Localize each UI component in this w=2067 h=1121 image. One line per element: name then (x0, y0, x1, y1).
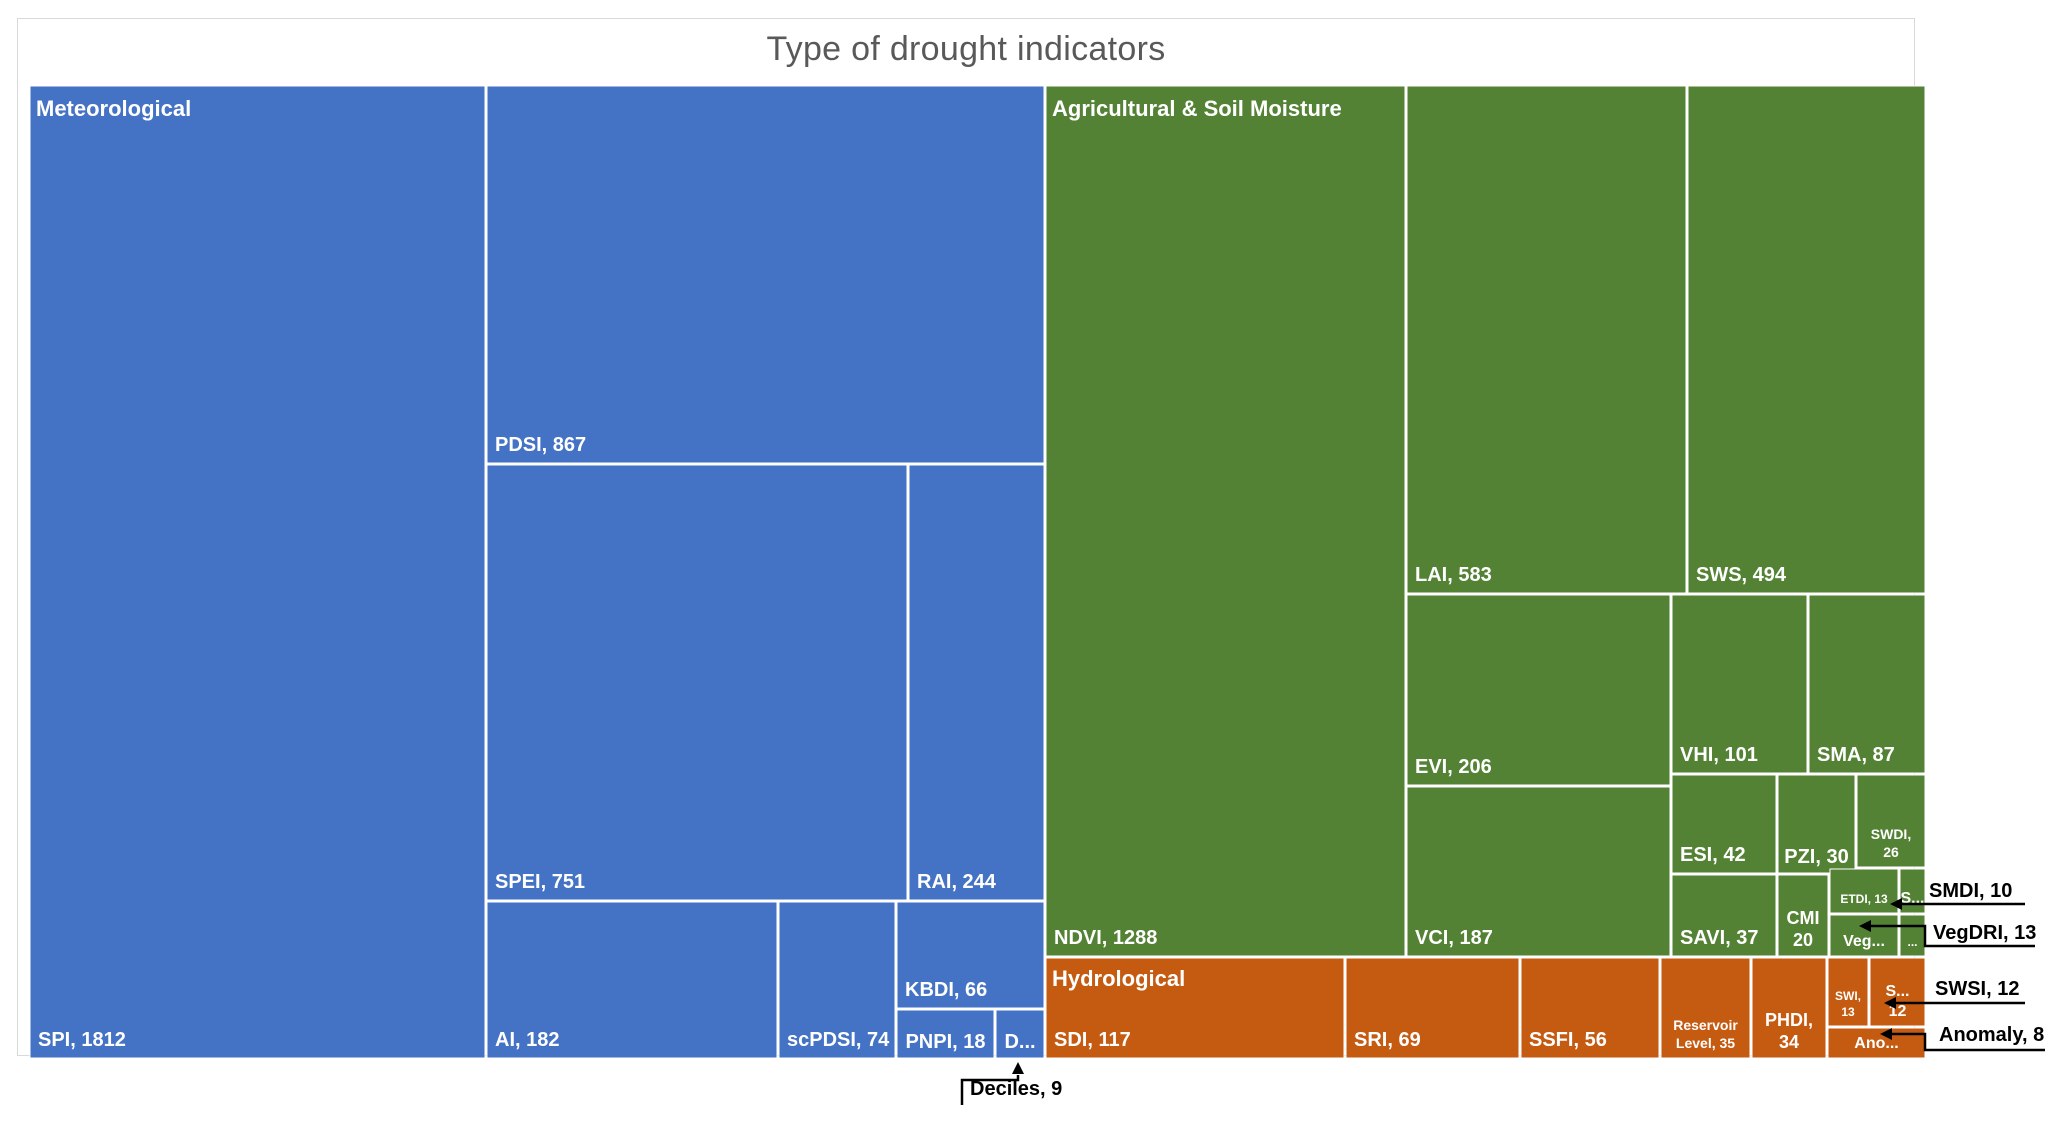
tile-label-ssfi: SSFI, 56 (1529, 1029, 1607, 1051)
tile-label-esi: ESI, 42 (1680, 844, 1746, 866)
tile-label-rai: RAI, 244 (917, 871, 997, 893)
tile-label-unlabeled: ... (1907, 935, 1917, 949)
tile-phdi[interactable] (1751, 957, 1827, 1059)
group-meteorological: SPI, 1812 PDSI, 867 SPEI, 751 RAI, 244 AI, 1… (29, 85, 1045, 1059)
tile-savi[interactable] (1671, 874, 1777, 957)
tile-label-evi: EVI, 206 (1415, 756, 1492, 778)
callout-label-swsi: SWSI, 12 (1935, 978, 2020, 1000)
tile-label-swdi: SWDI, 26 (1871, 826, 1911, 860)
tile-sws[interactable] (1687, 85, 1926, 594)
tile-label-swi: SWI, 13 (1835, 989, 1861, 1019)
callout-label-deciles: Deciles, 9 (970, 1078, 1063, 1100)
tile-label-deciles: D... (1004, 1031, 1035, 1053)
tile-smdi[interactable] (1899, 868, 1926, 914)
tile-label-vegdri: Veg... (1843, 933, 1885, 950)
tile-lai[interactable] (1406, 85, 1687, 594)
tile-label-spei: SPEI, 751 (495, 871, 585, 893)
tile-label-pnpi: PNPI, 18 (905, 1031, 985, 1053)
tile-reservoir-level[interactable] (1660, 957, 1751, 1059)
tile-sri[interactable] (1345, 957, 1520, 1059)
tile-pzi[interactable] (1777, 774, 1856, 874)
tile-pnpi[interactable] (896, 1009, 995, 1059)
group-label: Hydrological (1052, 966, 1185, 991)
tile-label-pdsi: PDSI, 867 (495, 434, 586, 456)
tile-label-sdi: SDI, 117 (1054, 1029, 1131, 1051)
tile-spei[interactable] (486, 464, 908, 901)
tile-evi[interactable] (1406, 594, 1671, 786)
tile-label-kbdi: KBDI, 66 (905, 979, 987, 1001)
callout-label-smdi: SMDI, 10 (1929, 880, 2013, 902)
tile-label-phdi: PHDI, 34 (1765, 1010, 1813, 1052)
tile-label-vci: VCI, 187 (1415, 927, 1493, 949)
group-hydrological: SDI, 117 SRI, 69 SSFI, 56 Reservoir Level, 3… (1045, 957, 1926, 1059)
tile-rai[interactable] (908, 464, 1045, 901)
tile-label-ndvi: NDVI, 1288 (1054, 927, 1157, 949)
tile-label-sws: SWS, 494 (1696, 564, 1787, 586)
tile-label-sma: SMA, 87 (1817, 744, 1895, 766)
tile-swdi[interactable] (1856, 774, 1926, 868)
group-agricultural-soil-moisture: NDVI, 1288 LAI, 583 SWS, 494 EVI, 206 VCI, 1… (1045, 85, 1926, 957)
tile-etdi[interactable] (1829, 868, 1899, 914)
tile-scpdsi[interactable] (778, 901, 896, 1059)
tile-cmi[interactable] (1777, 874, 1829, 957)
tile-swi[interactable] (1827, 957, 1869, 1027)
tile-pdsi[interactable] (486, 85, 1045, 464)
tile-label-anomaly: Ano... (1854, 1035, 1898, 1052)
tile-label-etdi: ETDI, 13 (1840, 892, 1888, 906)
tile-ssfi[interactable] (1520, 957, 1660, 1059)
group-label: Meteorological (36, 96, 191, 121)
tile-label-ai: AI, 182 (495, 1029, 559, 1051)
tile-kbdi[interactable] (896, 901, 1045, 1009)
chart-title: Type of drought indicators (766, 30, 1166, 68)
tile-label-savi: SAVI, 37 (1680, 927, 1759, 949)
tile-label-pzi: PZI, 30 (1784, 846, 1848, 868)
tile-vhi[interactable] (1671, 594, 1808, 774)
tile-label-scpdsi: scPDSI, 74 (787, 1029, 890, 1051)
tile-deciles[interactable] (995, 1009, 1045, 1059)
group-label: Agricultural & Soil Moisture (1052, 96, 1342, 121)
tile-label-smdi: S... (1900, 890, 1924, 907)
tile-ai[interactable] (486, 901, 778, 1059)
tile-label-vhi: VHI, 101 (1680, 744, 1758, 766)
tile-label-sri: SRI, 69 (1354, 1029, 1421, 1051)
tile-label-reservoir-level: Reservoir Level, 35 (1673, 1017, 1738, 1051)
callout-label-vegdri: VegDRI, 13 (1933, 922, 2037, 944)
tile-spi[interactable] (29, 85, 486, 1059)
tile-label-spi: SPI, 1812 (38, 1029, 126, 1051)
tile-vci[interactable] (1406, 786, 1671, 957)
callout-label-anomaly: Anomaly, 8 (1939, 1024, 2045, 1046)
tile-sma[interactable] (1808, 594, 1926, 774)
tile-ndvi[interactable] (1045, 85, 1406, 957)
tile-esi[interactable] (1671, 774, 1777, 874)
tile-swsi[interactable] (1869, 957, 1926, 1027)
tile-label-cmi: CMI 20 (1787, 908, 1820, 950)
tile-label-lai: LAI, 583 (1415, 564, 1492, 586)
tile-sdi[interactable] (1045, 957, 1345, 1059)
